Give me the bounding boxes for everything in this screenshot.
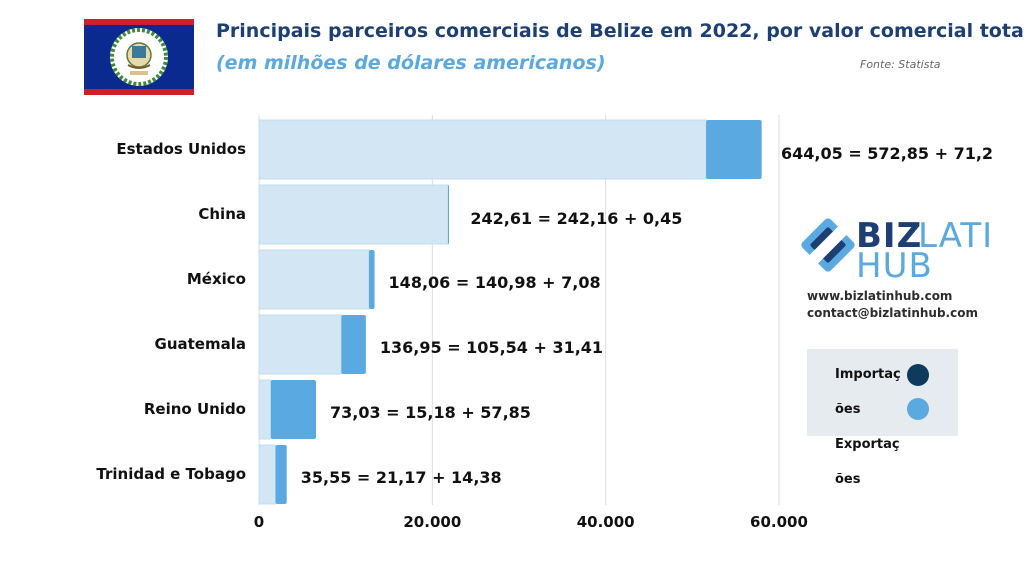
logo-mark-icon <box>801 218 855 272</box>
x-tick-label: 0 <box>254 513 264 531</box>
chart-title: Principais parceiros comerciais de Beliz… <box>216 20 1024 42</box>
bar-imports <box>258 444 277 505</box>
website-link[interactable]: www.bizlatinhub.com <box>807 289 953 303</box>
bar-imports <box>258 249 370 310</box>
bar-exports <box>706 120 762 179</box>
legend-dot-exports <box>907 398 929 420</box>
data-label: 136,95 = 105,54 + 31,41 <box>380 338 603 357</box>
flag-stripe-bottom <box>84 89 194 95</box>
category-labels: Estados Unidos China México Guatemala Reino … <box>96 140 246 483</box>
x-axis-ticks: 0 20.000 40.000 60.000 <box>254 513 808 531</box>
data-label: 35,55 = 21,17 + 14,38 <box>301 468 502 487</box>
logo-biz: BIZ <box>856 216 922 256</box>
category-label: China <box>198 205 246 223</box>
flag-scroll <box>127 64 151 69</box>
category-label: Estados Unidos <box>116 140 246 158</box>
legend-dot-imports <box>907 364 929 386</box>
bar-exports <box>448 185 450 244</box>
data-label: 644,05 = 572,85 + 71,2 <box>781 144 993 163</box>
x-tick-label: 40.000 <box>577 513 635 531</box>
x-tick-label: 20.000 <box>403 513 461 531</box>
category-label: Guatemala <box>155 335 246 353</box>
flag-motto-ribbon <box>130 71 148 75</box>
data-label: 148,06 = 140,98 + 7,08 <box>389 273 601 292</box>
bar-exports <box>341 315 366 374</box>
category-label: Reino Unido <box>144 400 246 418</box>
legend-label-exports: Exportações <box>835 437 900 487</box>
bar-imports <box>258 314 342 375</box>
logo-hub: HUB <box>856 246 933 280</box>
flag-shield-top <box>132 46 146 58</box>
bar-imports <box>258 119 707 180</box>
bars <box>258 119 762 505</box>
belize-flag <box>84 19 194 95</box>
gridlines <box>258 115 780 505</box>
category-label: Trinidad e Tobago <box>96 465 246 483</box>
logo-latin: LATIN <box>918 216 990 256</box>
email-link[interactable]: contact@bizlatinhub.com <box>807 306 978 320</box>
x-tick-label: 60.000 <box>750 513 808 531</box>
flag-wreath <box>110 28 168 86</box>
data-labels: 644,05 = 572,85 + 71,2 242,61 = 242,16 + … <box>301 144 993 487</box>
data-label: 242,61 = 242,16 + 0,45 <box>470 209 682 228</box>
bar-exports <box>270 380 316 439</box>
bar-imports <box>258 184 449 245</box>
chart-subtitle: (em milhões de dólares americanos) <box>216 52 606 74</box>
bar-exports <box>369 250 375 309</box>
source-note: Fonte: Statista <box>860 58 941 71</box>
bar-imports <box>258 379 272 440</box>
flag-stripe-top <box>84 19 194 25</box>
data-label: 73,03 = 15,18 + 57,85 <box>330 403 531 422</box>
legend-label-imports: Importações <box>835 367 901 417</box>
bar-exports <box>275 445 287 504</box>
bizlatinhub-logo: BIZ LATIN HUB <box>801 216 990 280</box>
legend-box <box>807 349 958 436</box>
category-label: México <box>187 270 246 288</box>
